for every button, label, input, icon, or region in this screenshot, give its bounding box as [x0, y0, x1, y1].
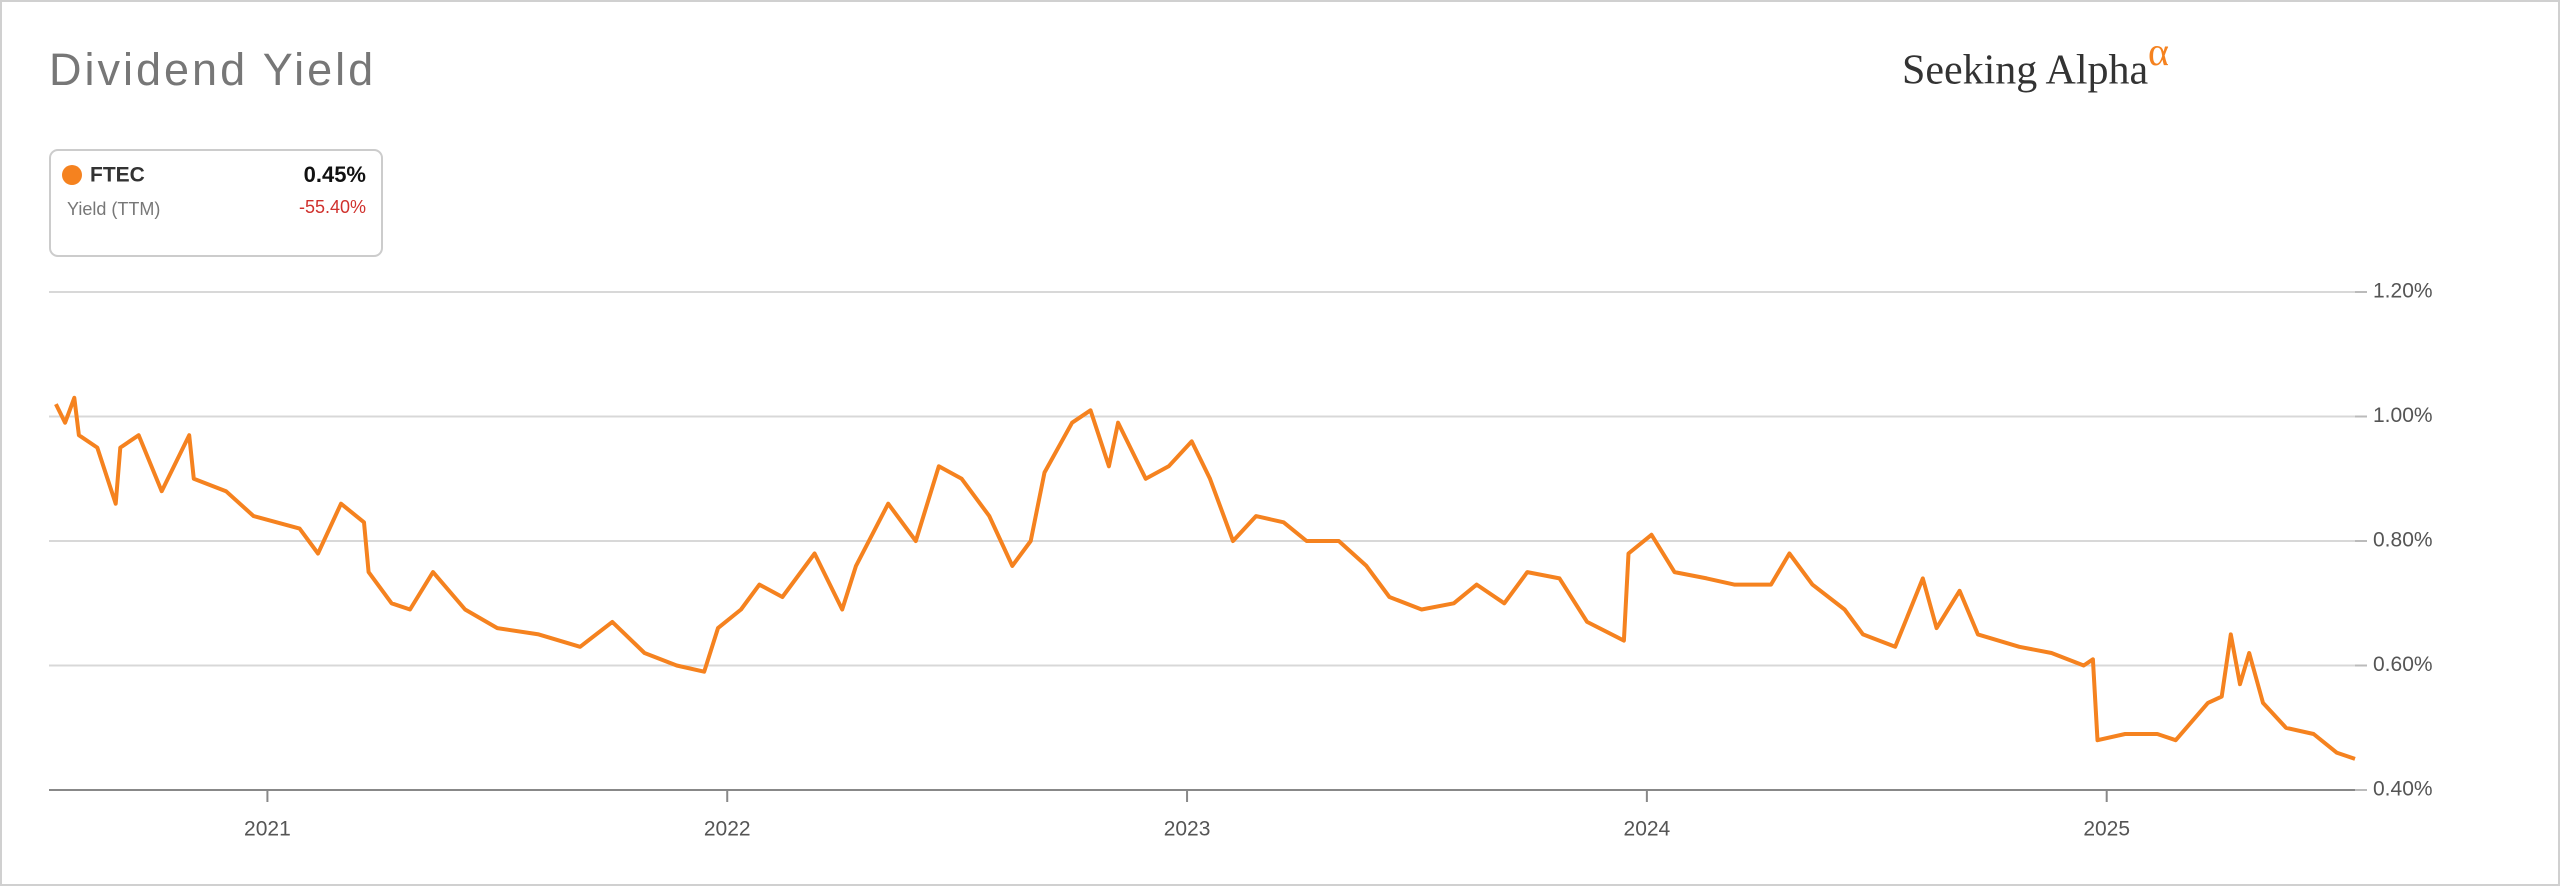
- legend-ticker: FTEC: [90, 164, 145, 187]
- series-line: [54, 395, 2356, 761]
- logo: Seeking Alpha: [1902, 48, 2148, 94]
- legend-dot: [62, 165, 82, 185]
- y-tick-label: 0.80%: [2373, 529, 2433, 552]
- legend-metric: Yield (TTM): [67, 199, 160, 219]
- y-tick-label: 0.40%: [2373, 778, 2433, 801]
- x-tick-label: 2023: [1164, 818, 1211, 841]
- legend-box: [49, 149, 383, 257]
- x-tick-label: 2024: [1624, 818, 1671, 841]
- logo-mark: α: [2148, 29, 2169, 74]
- legend-change: -55.40%: [299, 197, 366, 217]
- y-tick-label: 1.00%: [2373, 404, 2433, 427]
- legend-value: 0.45%: [304, 162, 366, 187]
- x-tick-label: 2021: [244, 818, 291, 841]
- x-tick-label: 2025: [2083, 818, 2130, 841]
- y-tick-label: 1.20%: [2373, 280, 2433, 303]
- chart-title: Dividend Yield: [49, 44, 376, 95]
- x-tick-label: 2022: [704, 818, 751, 841]
- y-tick-label: 0.60%: [2373, 653, 2433, 676]
